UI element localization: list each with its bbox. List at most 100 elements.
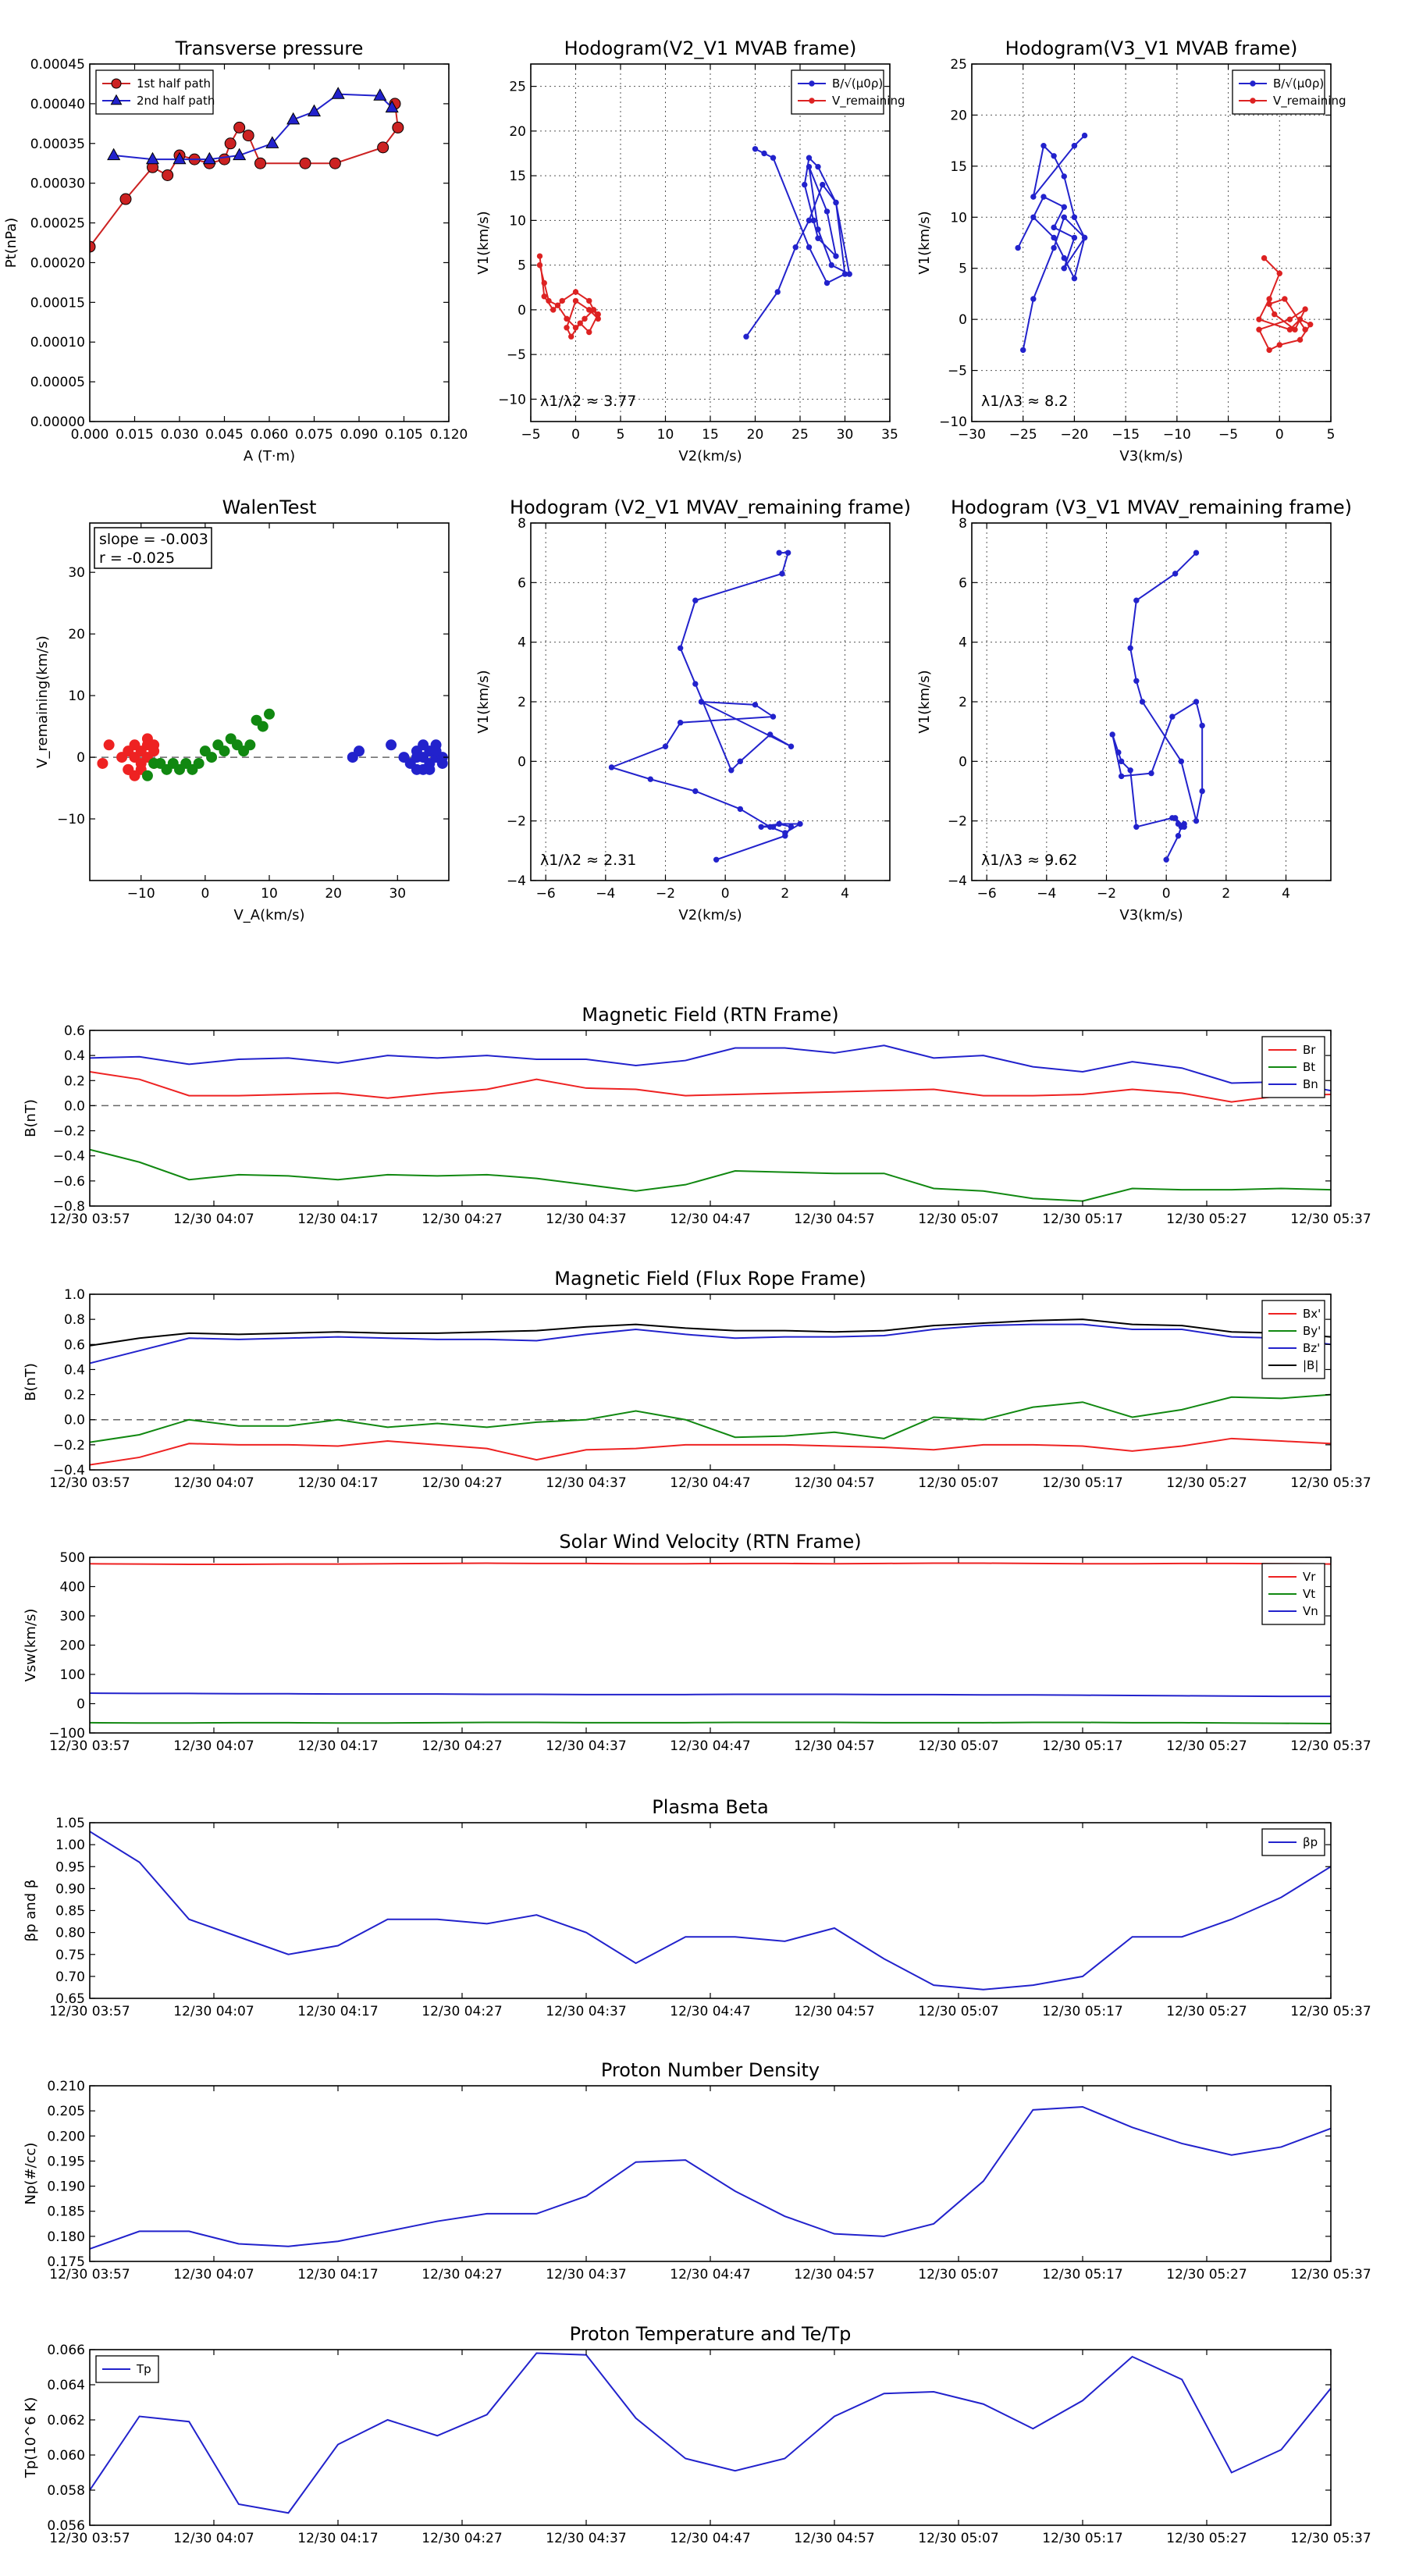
x-tick-label: 0.120 bbox=[430, 427, 468, 443]
legend-label: Tp bbox=[136, 2362, 151, 2376]
x-tick-label: 4 bbox=[1282, 886, 1290, 902]
data-point bbox=[145, 151, 160, 165]
legend-label: Bn bbox=[1303, 1077, 1318, 1091]
x-tick-label: 20 bbox=[747, 427, 764, 443]
x-tick-label: 12/30 04:17 bbox=[297, 2267, 378, 2282]
x-tick-label: 0.060 bbox=[251, 427, 289, 443]
x-tick-label: 12/30 05:07 bbox=[918, 1212, 998, 1227]
legend-label: Br bbox=[1303, 1043, 1316, 1057]
y-axis-label: Tp(10^6 K) bbox=[23, 2397, 39, 2478]
plot-area bbox=[536, 146, 852, 340]
x-tick-label: −10 bbox=[127, 886, 155, 902]
ratio-annotation: λ1/λ2 ≈ 3.77 bbox=[540, 393, 636, 410]
data-point bbox=[554, 302, 561, 308]
data-point bbox=[386, 739, 397, 751]
y-tick-label: 0.062 bbox=[47, 2413, 85, 2428]
data-point bbox=[608, 764, 615, 770]
y-tick-label: 5 bbox=[518, 258, 526, 274]
data-point bbox=[354, 745, 365, 757]
y-axis-label: Vsw(km/s) bbox=[23, 1609, 39, 1682]
data-point bbox=[1109, 731, 1115, 738]
data-point bbox=[1302, 306, 1308, 312]
data-point bbox=[264, 708, 275, 720]
x-tick-label: 10 bbox=[261, 886, 278, 902]
x-tick-label: −25 bbox=[1009, 427, 1037, 443]
x-tick-label: 0 bbox=[1275, 427, 1284, 443]
x-tick-label: 12/30 05:37 bbox=[1290, 1475, 1371, 1491]
x-tick-label: 35 bbox=[881, 427, 898, 443]
data-point bbox=[265, 136, 279, 148]
legend-marker bbox=[809, 98, 815, 104]
x-tick-label: 12/30 04:17 bbox=[297, 1738, 378, 1754]
data-point bbox=[1276, 270, 1282, 276]
data-point bbox=[331, 87, 345, 99]
chart-title: Magnetic Field (Flux Rope Frame) bbox=[554, 1268, 866, 1290]
data-point bbox=[541, 279, 547, 286]
plot-area bbox=[608, 550, 803, 863]
data-point bbox=[1133, 678, 1140, 684]
data-point bbox=[1127, 645, 1133, 651]
x-tick-label: 12/30 03:57 bbox=[49, 1475, 130, 1491]
x-tick-label: 12/30 03:57 bbox=[49, 2531, 130, 2546]
series-line-By' bbox=[90, 1393, 1331, 1443]
axes-frame bbox=[89, 1822, 1332, 1999]
y-tick-label: 0.90 bbox=[55, 1881, 85, 1897]
y-tick-label: 0.190 bbox=[47, 2179, 85, 2195]
x-tick-label: 12/30 04:57 bbox=[794, 2267, 874, 2282]
data-point bbox=[1256, 316, 1262, 322]
y-tick-label: 0.2 bbox=[64, 1073, 85, 1089]
data-point bbox=[1061, 204, 1067, 210]
data-point bbox=[1169, 713, 1176, 720]
legend-label: Bt bbox=[1303, 1060, 1315, 1074]
y-tick-label: −4 bbox=[948, 873, 967, 889]
data-point bbox=[392, 121, 404, 133]
data-point bbox=[242, 130, 254, 142]
data-point bbox=[1297, 316, 1304, 322]
data-point bbox=[141, 770, 153, 781]
chart-title: Hodogram(V3_V1 MVAB frame) bbox=[1005, 37, 1298, 59]
chart-tp: 0.00000 0.00005 0.00010 0.00015 0.00020 0.000… bbox=[3, 37, 468, 464]
y-tick-label: 10 bbox=[950, 210, 967, 226]
legend-marker bbox=[809, 80, 815, 87]
x-tick-label: 20 bbox=[325, 886, 342, 902]
y-tick-label: 0.00000 bbox=[30, 415, 85, 430]
x-tick-label: 12/30 04:17 bbox=[297, 1212, 378, 1227]
data-point bbox=[586, 307, 592, 313]
data-point bbox=[770, 155, 777, 161]
x-tick-label: 0.045 bbox=[205, 427, 244, 443]
y-tick-label: 0.00025 bbox=[30, 216, 85, 232]
y-tick-label: 4 bbox=[959, 635, 967, 651]
chart-sw: −100 0 100 200 300 400 500 12/30 03:57 12/30 04:… bbox=[23, 1531, 1371, 1754]
x-tick-label: 12/30 04:57 bbox=[794, 1212, 874, 1227]
series-line-Vn bbox=[90, 1692, 1331, 1698]
data-point bbox=[97, 757, 108, 769]
y-tick-label: 8 bbox=[518, 516, 526, 532]
data-point bbox=[737, 758, 744, 765]
data-point bbox=[815, 163, 821, 170]
ratio-annotation: λ1/λ3 ≈ 8.2 bbox=[981, 393, 1068, 410]
x-tick-label: 0.015 bbox=[116, 427, 154, 443]
data-point bbox=[1040, 142, 1047, 149]
chart-h4: −4 −2 0 2 4 6 8 −6 −4 −2 0 2 4 Hodogram (V3_V1 MVAV_r… bbox=[916, 496, 1352, 923]
x-tick-label: 12/30 05:27 bbox=[1166, 1475, 1247, 1491]
y-tick-label: −100 bbox=[48, 1726, 85, 1742]
x-tick-label: 12/30 04:27 bbox=[422, 1475, 502, 1491]
data-point bbox=[219, 745, 230, 757]
data-point bbox=[1081, 234, 1088, 241]
chart-walen: −10 0 10 20 30 −10 0 10 20 30 WalenTest V_A(km/s) V_… bbox=[34, 496, 450, 923]
y-tick-label: 20 bbox=[509, 124, 526, 140]
x-tick-label: 12/30 05:07 bbox=[918, 2267, 998, 2282]
data-point bbox=[1199, 788, 1205, 795]
data-point bbox=[411, 752, 422, 763]
x-tick-label: 12/30 04:37 bbox=[546, 1475, 626, 1491]
x-tick-label: 12/30 04:37 bbox=[546, 1738, 626, 1754]
data-point bbox=[193, 757, 205, 769]
x-tick-label: 12/30 04:57 bbox=[794, 2004, 874, 2019]
data-point bbox=[1148, 770, 1154, 777]
x-tick-label: 12/30 04:57 bbox=[794, 2531, 874, 2546]
y-tick-label: 0.205 bbox=[47, 2104, 85, 2119]
x-tick-label: 12/30 05:07 bbox=[918, 2004, 998, 2019]
x-tick-label: 0.090 bbox=[340, 427, 379, 443]
data-point bbox=[572, 325, 579, 331]
y-tick-label: −10 bbox=[498, 392, 526, 407]
